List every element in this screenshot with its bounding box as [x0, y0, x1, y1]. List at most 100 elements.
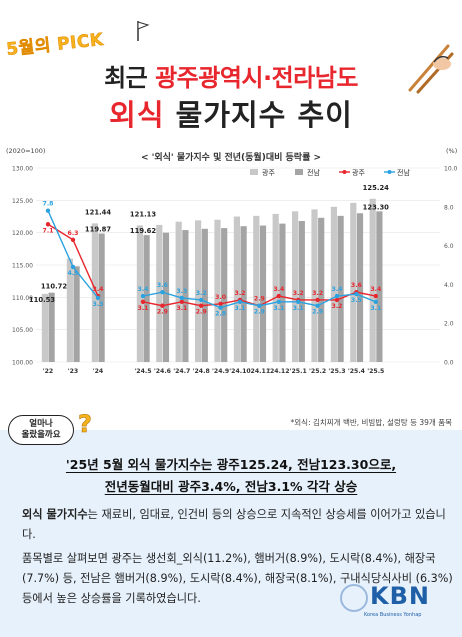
point-label-gwangju: 3.4 [93, 286, 105, 293]
y-tick-label: 100.00 [12, 360, 33, 367]
footnote: *외식: 김치찌개 백반, 비빔밥, 설렁탕 등 39개 품목 [290, 418, 452, 427]
bar-jeonnam [98, 233, 105, 362]
point-jeonnam [140, 293, 146, 299]
bar-gwangju [369, 198, 376, 362]
point-jeonnam [296, 299, 301, 305]
y-tick-label: 130.00 [12, 166, 33, 173]
point-gwangju [315, 297, 320, 303]
bar-data-label: 121.44 [85, 208, 111, 216]
point-gwangju [199, 303, 204, 308]
legend-swatch [250, 169, 258, 175]
x-tick-label: '25.5 [367, 368, 384, 375]
bar-jeonnam [240, 226, 247, 362]
y-tick-label: 110.00 [12, 295, 33, 302]
question-mark-icon: ? [78, 410, 93, 439]
point-jeonnam [276, 299, 281, 305]
legend: 광주 전남 광주 전남 [250, 168, 410, 177]
point-label-jeonnam: 3.6 [157, 282, 168, 289]
bar-gwangju [175, 221, 182, 362]
x-tick-label: '24.5 [134, 368, 151, 375]
pick-badge: 5월의 PICK [5, 29, 105, 61]
bar-gwangju [136, 225, 143, 362]
legend-label: 광주 [352, 169, 365, 177]
point-label-jeonnam: 3.4 [138, 286, 150, 293]
point-label-gwangju: 7.1 [43, 227, 54, 234]
y-tick-label: 115.00 [12, 263, 33, 270]
x-tick-label: '24.10 [229, 368, 251, 375]
title-line1-accent: 광주광역시·전라남도 [155, 64, 358, 92]
chart-title: < '외식' 물가지수 및 전년(동월)대비 등락률 > [141, 151, 321, 163]
x-tick-label: '24.11 [249, 368, 270, 375]
x-tick-label: '24.8 [193, 368, 210, 375]
x-tick-label: '24.12 [268, 368, 289, 375]
bubble-line2: 올랐을까요 [21, 430, 61, 440]
bar-jeonnam [337, 215, 344, 362]
bar-gwangju [330, 206, 337, 362]
legend-swatch [342, 170, 347, 174]
summary-panel [0, 430, 462, 637]
x-tick-label: '24.9 [212, 368, 229, 375]
bar-jeonnam [376, 211, 383, 362]
point-label-jeonnam: 3.1 [273, 305, 284, 312]
point-label-jeonnam: 3.4 [332, 286, 344, 293]
bar-gwangju [253, 215, 260, 362]
logo-text: KBN [370, 582, 430, 610]
point-gwangju [218, 301, 223, 306]
point-jeonnam [315, 303, 320, 308]
x-tick-label: '25.2 [309, 368, 326, 375]
bar-data-label: 121.13 [130, 210, 156, 218]
left-axis-unit: (2020=100) [6, 147, 45, 155]
point-gwangju [45, 222, 51, 227]
point-gwangju [70, 237, 76, 242]
bar-jeonnam [143, 235, 150, 362]
bar-series: 110.53 110.72 121.44 119.87 121.13 119.62 125.… [29, 184, 389, 362]
y2-tick-label: 2.0 [444, 321, 454, 328]
bar-jeonnam [73, 266, 80, 362]
bar-data-label: 125.24 [363, 184, 389, 192]
bar-gwangju [233, 216, 240, 362]
y2-tick-label: 4.0 [444, 282, 454, 289]
point-label-gwangju: 3.1 [176, 305, 187, 312]
chart-area: < '외식' 물가지수 및 전년(동월)대비 등락률 > (2020=100) … [0, 140, 462, 385]
x-tick-label: '24.6 [154, 368, 171, 375]
bar-gwangju [66, 258, 73, 362]
point-label-gwangju: 2.9 [157, 309, 168, 316]
flag-icon [137, 21, 150, 41]
bar-jeonnam [162, 232, 170, 362]
title-line1: 최근 광주광역시·전라남도 [0, 58, 462, 93]
x-tick-label: '24 [93, 368, 104, 375]
point-label-jeonnam: 7.8 [43, 201, 54, 208]
point-label-gwangju: 2.9 [254, 296, 265, 303]
bar-gwangju [292, 211, 299, 362]
point-label-gwangju: 2.9 [196, 309, 207, 316]
point-gwangju [334, 297, 340, 303]
x-tick-label: '23 [68, 368, 79, 375]
point-label-jeonnam: 3.5 [351, 297, 362, 304]
point-label-gwangju: 3.2 [293, 290, 304, 297]
speech-bubble: 얼마나 올랐을까요 [8, 415, 74, 445]
x-tick-label: '25.3 [328, 368, 345, 375]
bar-gwangju [214, 219, 221, 362]
point-jeonnam [237, 299, 243, 305]
body-text: 외식 물가지수는 재료비, 임대료, 인건비 등의 상승으로 지속적인 상승세를… [22, 505, 454, 613]
logo-subtext: Korea Business Yonhap [364, 612, 422, 618]
bar-gwangju [350, 202, 357, 362]
bar-data-label: 119.87 [85, 226, 111, 234]
point-jeonnam [179, 295, 184, 301]
x-tick-label: '25.1 [290, 368, 307, 375]
bar-gwangju [195, 220, 202, 362]
line-series: 7.1 6.3 3.4 3.1 2.9 3.1 2.9 3.0 3.2 2.9 3.4 3.2 3.2 3… [43, 201, 382, 318]
title-line2-rest: 물가지수 추이 [164, 98, 353, 132]
body-p1-rest: 는 재료비, 임대료, 인건비 등의 상승으로 지속적인 상승세를 이어가고 있… [22, 508, 446, 541]
point-jeonnam [218, 305, 223, 310]
title-line1-prefix: 최근 [104, 64, 156, 92]
bar-jeonnam [221, 228, 228, 362]
bubble-line1: 얼마나 [29, 419, 53, 429]
bar-data-label: 110.53 [29, 296, 55, 304]
y2-tick-label: 6.0 [444, 243, 454, 250]
point-label-gwangju: 3.2 [312, 290, 323, 297]
point-label-jeonnam: 4.9 [68, 270, 79, 277]
y2-tick-label: 10.0 [444, 166, 458, 173]
point-label-jeonnam: 2.8 [215, 311, 226, 318]
point-jeonnam [70, 264, 76, 270]
